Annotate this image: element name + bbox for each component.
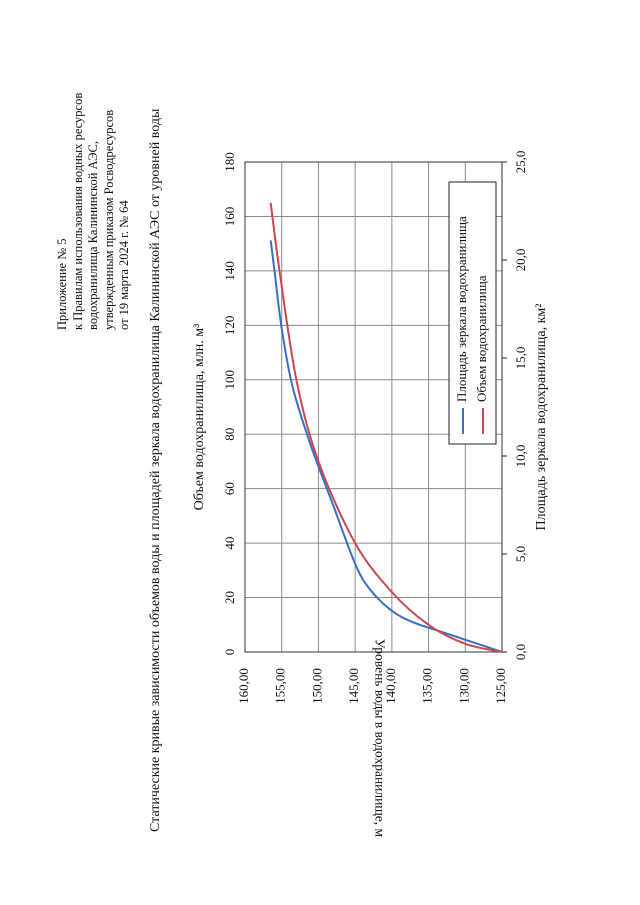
volume-tick-label: 180 (222, 152, 237, 172)
volume-tick-label: 80 (222, 428, 237, 441)
area-axis-title: Площадь зеркала водохранилища, км² (534, 304, 549, 531)
area-tick-label: 15,0 (513, 347, 528, 370)
area-tick-label: 10,0 (513, 445, 528, 468)
area-tick-label: 25,0 (513, 151, 528, 174)
volume-tick-label: 60 (222, 482, 237, 495)
area-tick-label: 0,0 (513, 644, 528, 660)
level-tick-label: 140,00 (383, 668, 398, 704)
level-axis-title: Уровень воды в водохранилище, м (372, 639, 387, 838)
area-tick-label: 20,0 (513, 249, 528, 272)
legend-box (448, 181, 497, 445)
series-line-area (269, 240, 503, 653)
legend-label-volume: Объем водохранилища (474, 275, 489, 402)
volume-tick-label: 0 (222, 649, 237, 656)
level-tick-label: 130,00 (456, 668, 471, 704)
volume-tick-label: 160 (222, 207, 237, 227)
plot-frame (244, 161, 503, 653)
volume-tick-label: 140 (222, 261, 237, 281)
volume-tick-label: 40 (222, 537, 237, 550)
volume-tick-label: 120 (222, 316, 237, 336)
level-tick-label: 135,00 (420, 668, 435, 704)
level-tick-label: 145,00 (346, 668, 361, 704)
volume-axis-title: Объем водохранилища, млн. м³ (192, 324, 207, 511)
volume-tick-label: 100 (222, 370, 237, 390)
area-tick-label: 5,0 (513, 546, 528, 562)
legend-label-area: Площадь зеркала водохранилища (454, 216, 469, 402)
level-tick-label: 150,00 (309, 668, 324, 704)
level-tick-label: 160,00 (236, 668, 251, 704)
level-tick-label: 125,00 (493, 668, 508, 704)
level-tick-label: 155,00 (273, 668, 288, 704)
volume-tick-label: 20 (222, 591, 237, 604)
series-line-volume (269, 202, 503, 653)
